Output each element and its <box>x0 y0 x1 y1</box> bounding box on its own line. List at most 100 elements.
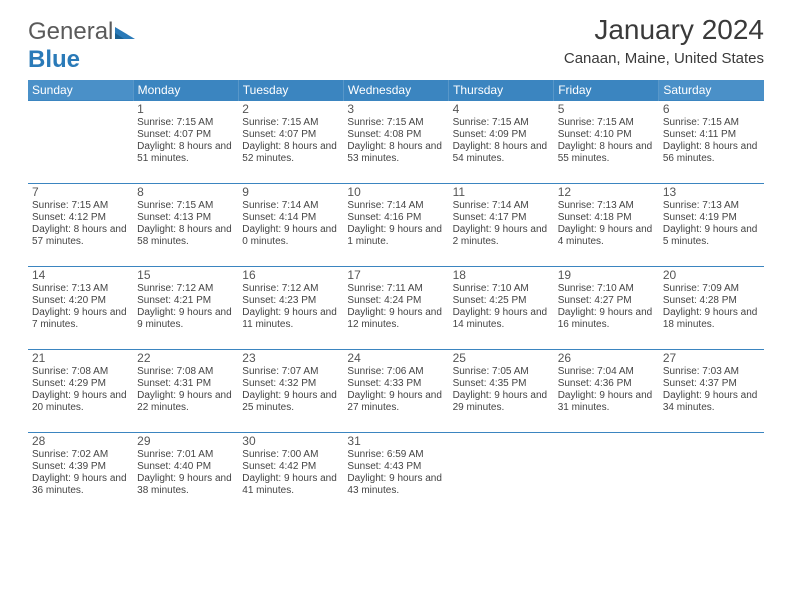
calendar-week-row: 7Sunrise: 7:15 AMSunset: 4:12 PMDaylight… <box>28 184 764 267</box>
sunrise-calendar: Sunday Monday Tuesday Wednesday Thursday… <box>28 80 764 515</box>
daylight-line: Daylight: 9 hours and 29 minutes. <box>453 390 548 413</box>
sunset-line: Sunset: 4:29 PM <box>32 378 106 389</box>
sunrise-line: Sunrise: 7:02 AM <box>32 449 108 460</box>
day-number: 12 <box>558 186 655 198</box>
sunrise-line: Sunrise: 7:15 AM <box>453 117 529 128</box>
daylight-line: Daylight: 8 hours and 51 minutes. <box>137 141 232 164</box>
calendar-day-cell: 30Sunrise: 7:00 AMSunset: 4:42 PMDayligh… <box>238 433 343 516</box>
calendar-day-cell: 28Sunrise: 7:02 AMSunset: 4:39 PMDayligh… <box>28 433 133 516</box>
sunset-line: Sunset: 4:13 PM <box>137 212 211 223</box>
calendar-day-cell: 23Sunrise: 7:07 AMSunset: 4:32 PMDayligh… <box>238 350 343 433</box>
sunrise-line: Sunrise: 7:14 AM <box>453 200 529 211</box>
day-number: 21 <box>32 352 129 364</box>
sunrise-line: Sunrise: 7:15 AM <box>663 117 739 128</box>
sunset-line: Sunset: 4:11 PM <box>663 129 736 140</box>
sunrise-line: Sunrise: 7:06 AM <box>347 366 423 377</box>
day-number: 17 <box>347 269 444 281</box>
day-number: 11 <box>453 186 550 198</box>
daylight-line: Daylight: 9 hours and 0 minutes. <box>242 224 337 247</box>
calendar-day-cell <box>449 433 554 516</box>
sunrise-line: Sunrise: 7:13 AM <box>558 200 634 211</box>
sunset-line: Sunset: 4:19 PM <box>663 212 737 223</box>
sunrise-line: Sunrise: 7:03 AM <box>663 366 739 377</box>
calendar-day-cell: 4Sunrise: 7:15 AMSunset: 4:09 PMDaylight… <box>449 101 554 184</box>
sunset-line: Sunset: 4:40 PM <box>137 461 211 472</box>
calendar-day-cell <box>554 433 659 516</box>
calendar-day-cell: 26Sunrise: 7:04 AMSunset: 4:36 PMDayligh… <box>554 350 659 433</box>
col-monday: Monday <box>133 80 238 101</box>
daylight-line: Daylight: 9 hours and 7 minutes. <box>32 307 127 330</box>
calendar-day-cell: 31Sunrise: 6:59 AMSunset: 4:43 PMDayligh… <box>343 433 448 516</box>
calendar-header-row: Sunday Monday Tuesday Wednesday Thursday… <box>28 80 764 101</box>
daylight-line: Daylight: 9 hours and 16 minutes. <box>558 307 653 330</box>
daylight-line: Daylight: 9 hours and 18 minutes. <box>663 307 758 330</box>
day-number: 8 <box>137 186 234 198</box>
sunset-line: Sunset: 4:27 PM <box>558 295 632 306</box>
calendar-day-cell: 8 Sunrise: 7:15 AMSunset: 4:13 PMDaylight… <box>133 184 238 267</box>
sunrise-line: Sunrise: 7:15 AM <box>32 200 108 211</box>
sunrise-line: Sunrise: 7:07 AM <box>242 366 318 377</box>
sunset-line: Sunset: 4:16 PM <box>347 212 421 223</box>
daylight-line: Daylight: 8 hours and 55 minutes. <box>558 141 653 164</box>
daylight-line: Daylight: 9 hours and 14 minutes. <box>453 307 548 330</box>
sunset-line: Sunset: 4:23 PM <box>242 295 316 306</box>
sunset-line: Sunset: 4:07 PM <box>137 129 211 140</box>
day-number: 25 <box>453 352 550 364</box>
sunrise-line: Sunrise: 7:13 AM <box>663 200 739 211</box>
calendar-week-row: 28Sunrise: 7:02 AMSunset: 4:39 PMDayligh… <box>28 433 764 516</box>
sunset-line: Sunset: 4:37 PM <box>663 378 737 389</box>
sunrise-line: Sunrise: 7:15 AM <box>137 200 213 211</box>
sunrise-line: Sunrise: 7:15 AM <box>558 117 634 128</box>
day-number: 1 <box>137 103 234 115</box>
sunrise-line: Sunrise: 7:00 AM <box>242 449 318 460</box>
day-number: 27 <box>663 352 760 364</box>
sunset-line: Sunset: 4:43 PM <box>347 461 421 472</box>
sunset-line: Sunset: 4:07 PM <box>242 129 316 140</box>
daylight-line: Daylight: 9 hours and 25 minutes. <box>242 390 337 413</box>
day-number: 29 <box>137 435 234 447</box>
daylight-line: Daylight: 9 hours and 31 minutes. <box>558 390 653 413</box>
day-number: 10 <box>347 186 444 198</box>
sunrise-line: Sunrise: 7:10 AM <box>453 283 529 294</box>
sunrise-line: Sunrise: 7:13 AM <box>32 283 108 294</box>
calendar-day-cell: 12Sunrise: 7:13 AMSunset: 4:18 PMDayligh… <box>554 184 659 267</box>
sunset-line: Sunset: 4:14 PM <box>242 212 316 223</box>
calendar-day-cell: 18Sunrise: 7:10 AMSunset: 4:25 PMDayligh… <box>449 267 554 350</box>
calendar-day-cell: 2Sunrise: 7:15 AMSunset: 4:07 PMDaylight… <box>238 101 343 184</box>
brand-logo: General Blue <box>28 18 135 74</box>
calendar-week-row: 14Sunrise: 7:13 AMSunset: 4:20 PMDayligh… <box>28 267 764 350</box>
sunset-line: Sunset: 4:42 PM <box>242 461 316 472</box>
calendar-day-cell: 19Sunrise: 7:10 AMSunset: 4:27 PMDayligh… <box>554 267 659 350</box>
sunrise-line: Sunrise: 7:14 AM <box>242 200 318 211</box>
daylight-line: Daylight: 9 hours and 1 minute. <box>347 224 442 247</box>
col-wednesday: Wednesday <box>343 80 448 101</box>
sunset-line: Sunset: 4:39 PM <box>32 461 106 472</box>
calendar-day-cell: 27Sunrise: 7:03 AMSunset: 4:37 PMDayligh… <box>659 350 764 433</box>
sunset-line: Sunset: 4:25 PM <box>453 295 527 306</box>
daylight-line: Daylight: 9 hours and 20 minutes. <box>32 390 127 413</box>
sunset-line: Sunset: 4:35 PM <box>453 378 527 389</box>
sunrise-line: Sunrise: 7:08 AM <box>137 366 213 377</box>
daylight-line: Daylight: 8 hours and 58 minutes. <box>137 224 232 247</box>
calendar-week-row: 1Sunrise: 7:15 AMSunset: 4:07 PMDaylight… <box>28 101 764 184</box>
day-number: 13 <box>663 186 760 198</box>
logo-text-2: Blue <box>28 46 80 73</box>
sunrise-line: Sunrise: 7:08 AM <box>32 366 108 377</box>
daylight-line: Daylight: 9 hours and 9 minutes. <box>137 307 232 330</box>
day-number: 19 <box>558 269 655 281</box>
calendar-day-cell: 13 Sunrise: 7:13 AMSunset: 4:19 PMDayligh… <box>659 184 764 267</box>
sunset-line: Sunset: 4:24 PM <box>347 295 421 306</box>
sunset-line: Sunset: 4:12 PM <box>32 212 106 223</box>
calendar-day-cell <box>28 101 133 184</box>
col-tuesday: Tuesday <box>238 80 343 101</box>
day-number: 22 <box>137 352 234 364</box>
day-number: 16 <box>242 269 339 281</box>
sunrise-line: Sunrise: 7:12 AM <box>242 283 318 294</box>
calendar-day-cell: 24Sunrise: 7:06 AMSunset: 4:33 PMDayligh… <box>343 350 448 433</box>
sunrise-line: Sunrise: 7:15 AM <box>242 117 318 128</box>
calendar-day-cell: 6Sunrise: 7:15 AMSunset: 4:11 PMDaylight… <box>659 101 764 184</box>
daylight-line: Daylight: 8 hours and 57 minutes. <box>32 224 127 247</box>
sunrise-line: Sunrise: 7:12 AM <box>137 283 213 294</box>
sunset-line: Sunset: 4:08 PM <box>347 129 421 140</box>
daylight-line: Daylight: 9 hours and 5 minutes. <box>663 224 758 247</box>
